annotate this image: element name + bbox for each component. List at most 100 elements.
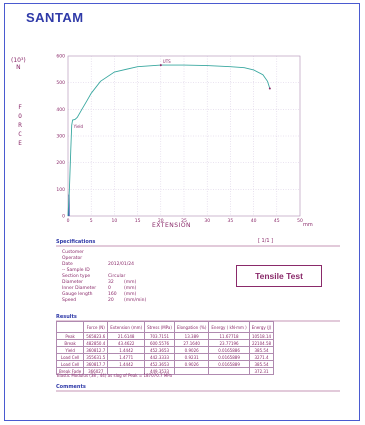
y-tick-label: 600 — [56, 54, 65, 60]
x-tick-label: 30 — [204, 218, 210, 224]
results-column-header: Extension (mm) — [107, 321, 146, 333]
spec-label: Inner Diameter — [62, 286, 97, 291]
peak-point — [159, 64, 162, 67]
specifications-heading: Specifications — [56, 239, 96, 245]
table-row: Break 482850.4 43.4622 600.5576 27.1640 23.77… — [55, 339, 275, 347]
y-tick-label: 500 — [56, 80, 65, 86]
table-cell: 482850.4 — [83, 339, 109, 347]
spec-unit: (mm/min) — [124, 298, 147, 303]
uts-label: UTS — [163, 59, 171, 64]
results-column-header: Force (N) — [83, 321, 109, 333]
table-cell: 360812.7 — [83, 346, 109, 354]
table-cell: 452.3653 — [144, 346, 175, 354]
spec-label: Speed — [62, 298, 77, 303]
spec-label: Operator — [62, 256, 83, 261]
spec-label: -- Sample ID — [62, 268, 90, 273]
yield-label: Yield — [73, 124, 84, 129]
table-cell: 11.67718 — [208, 332, 250, 340]
results-column-header — [55, 321, 85, 333]
spec-value: 2012/01/24 — [108, 262, 134, 267]
x-tick-label: 45 — [274, 218, 280, 224]
row-label: Load Cell — [55, 360, 85, 368]
spec-unit: (mm) — [124, 292, 137, 297]
table-cell: 0.9231 — [173, 353, 210, 361]
x-tick-label: 15 — [135, 218, 141, 224]
table-cell: 23.77196 — [208, 339, 250, 347]
elastic-modulus-note: Elastic Modulus (38 , 44) as slog of Pea… — [57, 373, 172, 378]
x-tick-label: 25 — [181, 218, 187, 224]
results-header-row: Force (N) Extension (mm) Stress (MPa) Elong… — [55, 321, 275, 333]
x-tick-label: 50 — [297, 218, 303, 224]
table-cell: 565823.6 — [83, 332, 109, 340]
report-frame — [4, 3, 360, 421]
x-tick-label: 35 — [228, 218, 234, 224]
results-column-header: Elongation (%) — [173, 321, 210, 333]
y-tick-label: 100 — [56, 187, 65, 193]
spec-unit: (mm) — [124, 280, 137, 285]
y-axis-title: F O R C E — [18, 104, 22, 147]
y-tick-label: 300 — [56, 134, 65, 140]
table-cell: 1.4442 — [107, 346, 146, 354]
spec-label: Section type — [62, 274, 91, 279]
table-cell: 13.389 — [173, 332, 210, 340]
table-row: Load Cell 360817.7 1.4442 452.3653 0.9026 0.0… — [55, 360, 275, 368]
table-cell: 0.9026 — [173, 360, 210, 368]
results-column-header: Stress (MPa) — [144, 321, 175, 333]
table-row: Yield 360812.7 1.4442 452.3653 0.9026 0.01658… — [55, 346, 275, 354]
table-cell: 366027 — [83, 367, 109, 375]
table-cell: 0.0165886 — [208, 346, 250, 354]
table-cell: 385.54 — [248, 360, 275, 368]
comments-heading: Comments — [56, 384, 86, 390]
break-point — [268, 87, 271, 90]
table-cell: 10518.14 — [248, 332, 275, 340]
x-axis-unit: mm — [303, 222, 313, 228]
table-cell: 22104.58 — [248, 339, 275, 347]
results-column-header: Energy (J) — [248, 321, 275, 333]
x-axis-title: EXTENSION — [152, 222, 192, 229]
force-unit-label: (10³) N — [11, 57, 26, 71]
y-tick-label: 200 — [56, 160, 65, 166]
table-cell: 452.3653 — [144, 360, 175, 368]
table-cell: 1.4442 — [107, 360, 146, 368]
row-label: Yield — [55, 346, 85, 354]
table-cell: 1.4771 — [107, 353, 146, 361]
table-row: Break Fade 366027 449.3533 372.31 — [55, 367, 275, 375]
table-cell: 0.9026 — [173, 346, 210, 354]
brand-title: SANTAM — [26, 10, 84, 25]
force-unit-n: N — [16, 64, 21, 71]
results-table: Force (N) Extension (mm) Stress (MPa) Elong… — [55, 321, 275, 375]
page-number: [ 1/1 ] — [258, 238, 274, 244]
table-cell: 0.0165889 — [208, 360, 250, 368]
table-cell: 27.1640 — [173, 339, 210, 347]
row-label: Break Fade — [55, 367, 85, 375]
spec-value: 20 — [108, 298, 114, 303]
table-cell: 0.0165889 — [208, 353, 250, 361]
force-curve — [67, 64, 271, 217]
spec-value: 160 — [108, 292, 117, 297]
spec-label: Date — [62, 262, 73, 267]
x-tick-label: 10 — [112, 218, 118, 224]
spec-value: 32 — [108, 280, 114, 285]
report-title: Tensile Test — [236, 265, 322, 287]
y-tick-label: 400 — [56, 107, 65, 113]
row-label: Peak — [55, 332, 85, 340]
spec-unit: (mm) — [124, 286, 137, 291]
table-cell: 43.4622 — [107, 339, 146, 347]
table-cell — [208, 367, 250, 375]
spec-value: Circular — [108, 274, 126, 279]
table-cell: 703.7151 — [144, 332, 175, 340]
results-column-header: Energy ( kN·mm ) — [208, 321, 250, 333]
results-heading: Results — [56, 314, 77, 320]
spec-value: 0 — [108, 286, 111, 291]
x-tick-label: 20 — [158, 218, 164, 224]
force-unit-scale: (10³) — [11, 57, 26, 64]
table-cell: 442.3333 — [144, 353, 175, 361]
spec-label: Diameter — [62, 280, 84, 285]
table-cell: 372.31 — [248, 367, 275, 375]
x-tick-label: 40 — [251, 218, 257, 224]
table-cell: 3271.4 — [248, 353, 275, 361]
x-tick-label: 0 — [67, 218, 70, 224]
table-cell: 360817.7 — [83, 360, 109, 368]
spec-label: Gauge length — [62, 292, 93, 297]
